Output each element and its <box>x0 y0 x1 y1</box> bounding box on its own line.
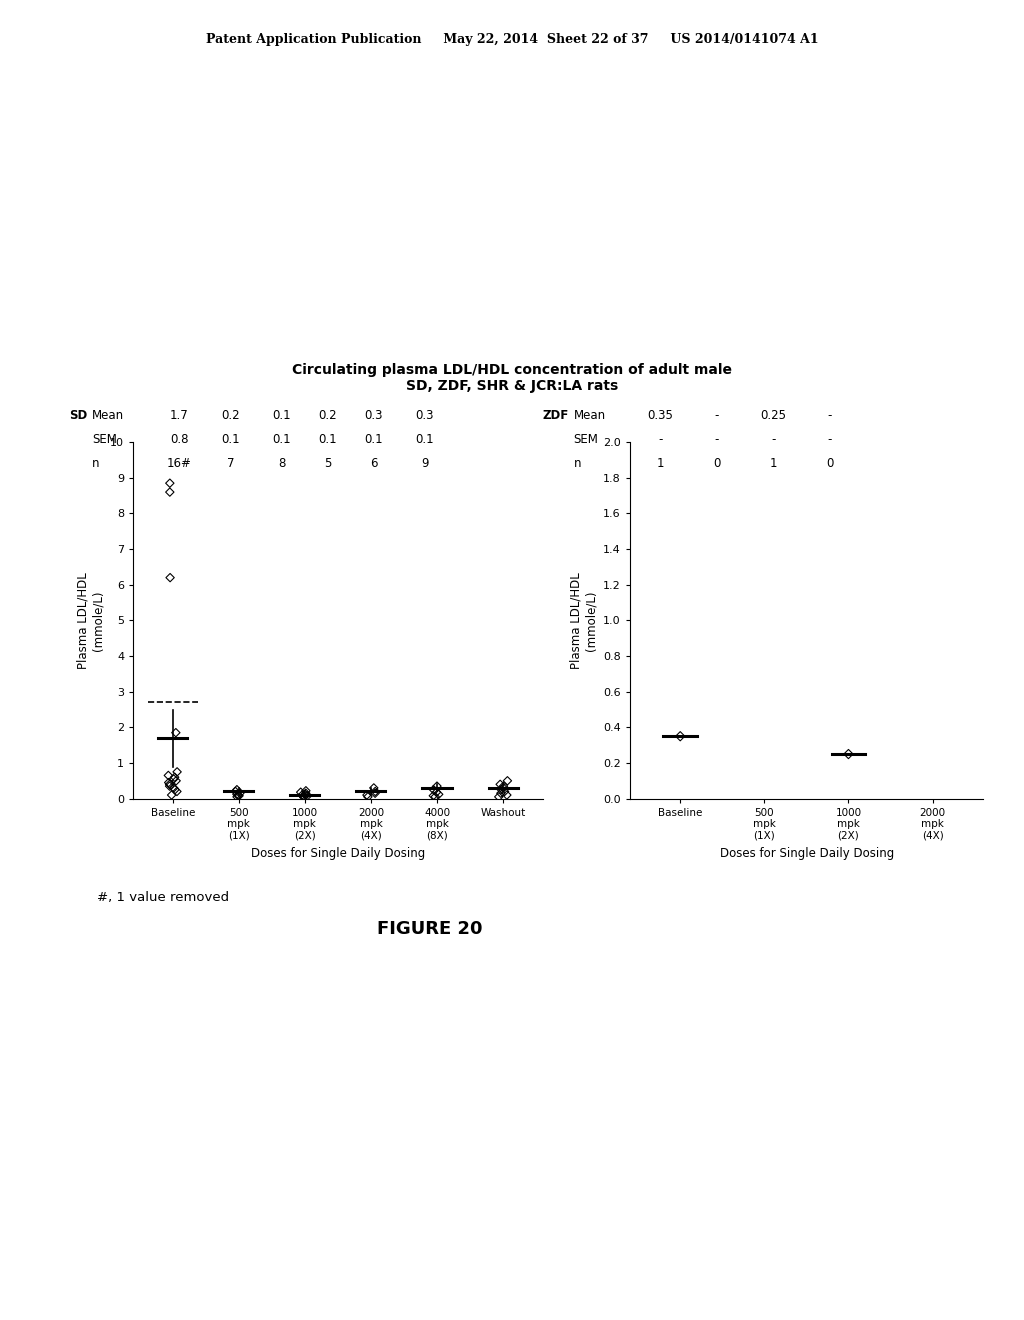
Text: 8: 8 <box>278 457 286 470</box>
Text: 1.7: 1.7 <box>170 409 188 422</box>
Point <box>228 784 245 805</box>
Point <box>162 776 178 797</box>
Point <box>495 777 511 799</box>
Point <box>492 774 508 795</box>
Text: 0.1: 0.1 <box>221 433 240 446</box>
Point <box>166 768 182 789</box>
Text: 5: 5 <box>324 457 332 470</box>
Text: 1: 1 <box>769 457 777 470</box>
Text: n: n <box>92 457 99 470</box>
Text: 7: 7 <box>226 457 234 470</box>
Point <box>168 722 184 743</box>
Point <box>496 776 512 797</box>
Point <box>162 774 178 795</box>
Text: SEM: SEM <box>573 433 598 446</box>
Point <box>296 785 312 807</box>
Point <box>294 784 310 805</box>
Text: 0.1: 0.1 <box>272 433 291 446</box>
Point <box>425 779 441 800</box>
Text: 16#: 16# <box>167 457 191 470</box>
Point <box>231 783 248 804</box>
Text: 0.1: 0.1 <box>272 409 291 422</box>
Text: 0: 0 <box>825 457 834 470</box>
Point <box>166 777 182 799</box>
Text: 0.1: 0.1 <box>365 433 383 446</box>
Point <box>168 770 184 791</box>
Text: -: - <box>658 433 663 446</box>
Text: 6: 6 <box>370 457 378 470</box>
Point <box>228 779 245 800</box>
Text: 0.1: 0.1 <box>318 433 337 446</box>
Text: -: - <box>827 409 831 422</box>
Point <box>490 787 507 808</box>
Text: 1: 1 <box>656 457 665 470</box>
Text: -: - <box>715 409 719 422</box>
Text: 0.3: 0.3 <box>416 409 434 422</box>
Point <box>494 779 510 800</box>
Point <box>430 784 446 805</box>
Point <box>497 781 513 803</box>
Point <box>500 770 516 791</box>
Y-axis label: Plasma LDL/HDL
(mmole/L): Plasma LDL/HDL (mmole/L) <box>569 572 597 669</box>
Text: Doses for Single Daily Dosing: Doses for Single Daily Dosing <box>720 847 894 861</box>
Text: -: - <box>771 433 775 446</box>
Text: 0.35: 0.35 <box>647 409 674 422</box>
Point <box>841 743 857 764</box>
Point <box>359 787 376 808</box>
Point <box>499 784 515 805</box>
Text: Circulating plasma LDL/HDL concentration of adult male
SD, ZDF, SHR & JCR:LA rat: Circulating plasma LDL/HDL concentration… <box>292 363 732 393</box>
Text: Doses for Single Daily Dosing: Doses for Single Daily Dosing <box>251 847 425 861</box>
Text: SEM: SEM <box>92 433 117 446</box>
Text: ZDF: ZDF <box>542 409 568 422</box>
Text: -: - <box>827 433 831 446</box>
Point <box>162 568 178 589</box>
Point <box>293 781 309 803</box>
Point <box>298 780 314 801</box>
Point <box>297 784 313 805</box>
Text: 0.2: 0.2 <box>221 409 240 422</box>
Text: 0.1: 0.1 <box>416 433 434 446</box>
Point <box>230 784 247 805</box>
Point <box>367 783 383 804</box>
Text: FIGURE 20: FIGURE 20 <box>377 920 483 939</box>
Point <box>169 762 185 783</box>
Point <box>162 473 178 494</box>
Point <box>296 787 312 808</box>
Point <box>164 784 180 805</box>
Text: -: - <box>715 433 719 446</box>
Point <box>427 787 443 808</box>
Text: 0: 0 <box>713 457 721 470</box>
Point <box>161 772 177 793</box>
Point <box>230 785 247 807</box>
Point <box>429 776 445 797</box>
Point <box>358 784 375 805</box>
Text: Patent Application Publication     May 22, 2014  Sheet 22 of 37     US 2014/0141: Patent Application Publication May 22, 2… <box>206 33 818 46</box>
Point <box>228 787 245 808</box>
Point <box>167 779 183 800</box>
Text: 0.2: 0.2 <box>318 409 337 422</box>
Text: n: n <box>573 457 581 470</box>
Point <box>367 781 383 803</box>
Text: 0.8: 0.8 <box>170 433 188 446</box>
Point <box>672 726 688 747</box>
Point <box>298 783 314 804</box>
Point <box>167 767 183 788</box>
Text: Mean: Mean <box>92 409 124 422</box>
Text: SD: SD <box>69 409 87 422</box>
Point <box>493 783 509 804</box>
Text: 9: 9 <box>421 457 429 470</box>
Point <box>425 785 441 807</box>
Text: Mean: Mean <box>573 409 605 422</box>
Text: #, 1 value removed: #, 1 value removed <box>97 891 229 904</box>
Point <box>227 781 244 803</box>
Point <box>428 781 444 803</box>
Y-axis label: Plasma LDL/HDL
(mmole/L): Plasma LDL/HDL (mmole/L) <box>77 572 104 669</box>
Point <box>299 785 315 807</box>
Point <box>162 482 178 503</box>
Point <box>169 781 185 803</box>
Point <box>160 764 176 785</box>
Text: 0.3: 0.3 <box>365 409 383 422</box>
Text: 0.25: 0.25 <box>760 409 786 422</box>
Point <box>366 777 382 799</box>
